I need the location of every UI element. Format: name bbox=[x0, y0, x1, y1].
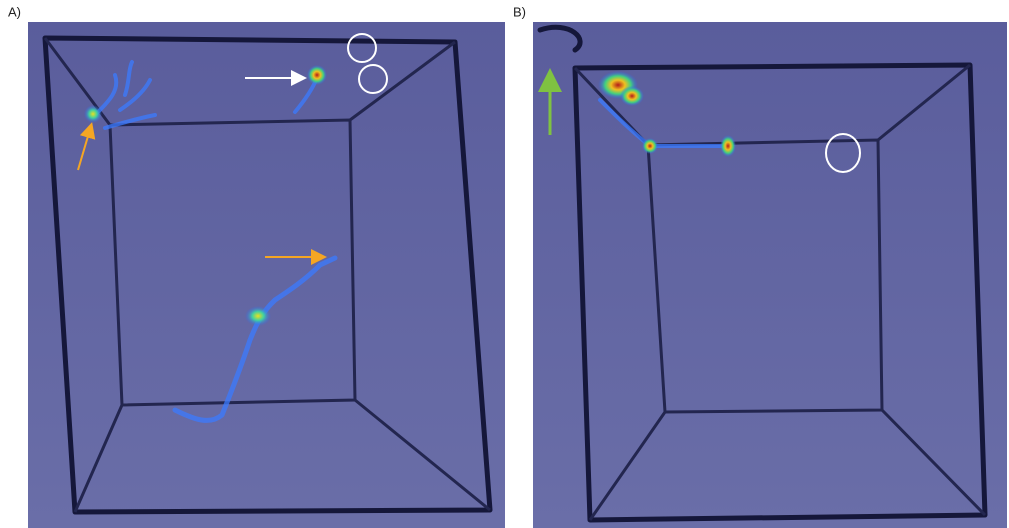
heat-spot bbox=[720, 135, 736, 157]
heat-spot bbox=[642, 138, 658, 154]
photo-background bbox=[28, 22, 505, 528]
heat-spot bbox=[245, 306, 271, 326]
panel-label: B) bbox=[513, 4, 526, 19]
heat-spot bbox=[307, 65, 327, 85]
panel-b: B) bbox=[513, 4, 1007, 528]
heat-spot bbox=[84, 105, 102, 123]
panel-a: A) bbox=[8, 4, 505, 528]
figure: A) B) bbox=[0, 0, 1009, 528]
panel-label: A) bbox=[8, 4, 21, 19]
heat-spot bbox=[620, 86, 644, 106]
